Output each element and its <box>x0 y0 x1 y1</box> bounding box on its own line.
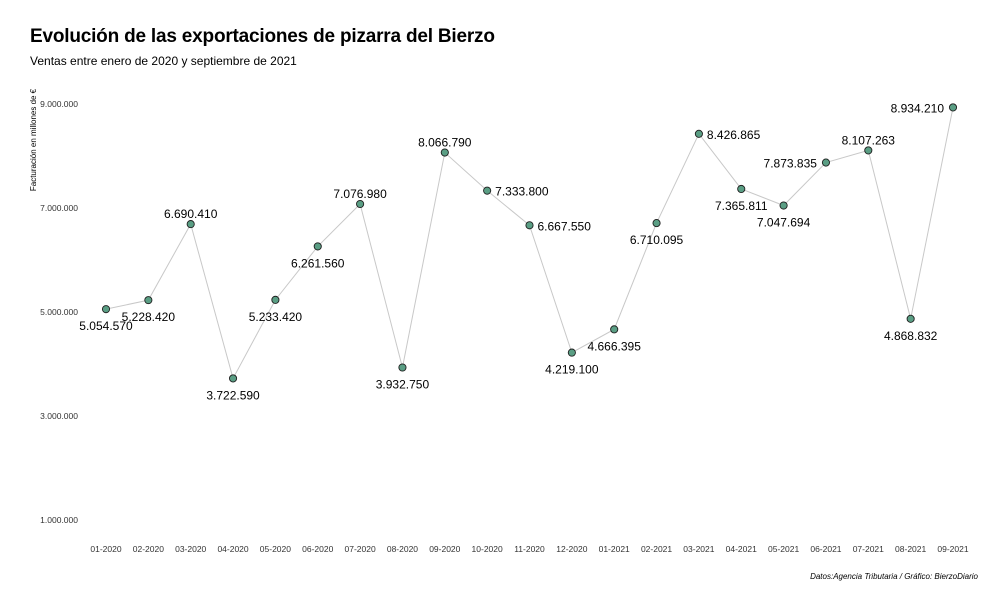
y-tick-label: 9.000.000 <box>40 99 78 109</box>
data-label: 8.934.210 <box>891 101 945 115</box>
data-point <box>356 199 365 209</box>
data-point <box>483 186 492 195</box>
x-tick-label: 06-2020 <box>302 544 333 554</box>
data-point <box>652 219 661 228</box>
x-tick-label: 04-2021 <box>726 544 757 554</box>
data-point <box>906 314 915 323</box>
y-tick-label: 1.000.000 <box>40 515 78 525</box>
data-point <box>525 221 534 230</box>
x-tick-label: 08-2020 <box>387 544 418 554</box>
x-tick-label: 09-2020 <box>429 544 460 554</box>
series-line-group <box>105 107 954 380</box>
data-label: 7.873.835 <box>764 157 818 171</box>
x-tick-label: 04-2020 <box>217 544 248 554</box>
chart-subtitle: Ventas entre enero de 2020 y septiembre … <box>30 54 297 68</box>
data-label: 5.233.420 <box>249 310 303 324</box>
data-label: 8.426.865 <box>707 128 761 142</box>
data-point <box>228 374 238 383</box>
x-tick-label: 10-2020 <box>472 544 503 554</box>
data-label: 8.107.263 <box>842 133 896 147</box>
data-label: 7.365.811 <box>715 199 768 213</box>
data-label: 8.066.790 <box>418 136 472 150</box>
y-axis-ticks: 1.000.000 3.000.000 5.000.000 7.000.000 9.00… <box>40 99 78 525</box>
y-axis-label: Facturación en millones de € <box>29 88 38 191</box>
series-line <box>105 107 954 380</box>
x-axis-ticks: 01-2020 02-2020 03-2020 04-2020 05-2020 06-20… <box>90 544 968 554</box>
data-point <box>144 296 153 305</box>
data-label: 4.868.832 <box>884 329 938 343</box>
data-point <box>440 148 449 157</box>
data-point <box>948 103 958 112</box>
x-tick-label: 03-2020 <box>175 544 206 554</box>
data-label: 7.076.980 <box>333 187 387 201</box>
x-tick-label: 12-2020 <box>556 544 587 554</box>
data-point <box>398 363 407 372</box>
data-label: 5.054.570 <box>79 319 133 333</box>
x-tick-label: 06-2021 <box>810 544 841 554</box>
data-label: 6.261.560 <box>291 256 345 270</box>
x-tick-label: 03-2021 <box>683 544 714 554</box>
data-label: 4.219.100 <box>545 363 599 377</box>
x-tick-label: 01-2021 <box>599 544 630 554</box>
x-tick-label: 02-2020 <box>133 544 164 554</box>
data-point <box>610 325 619 334</box>
data-point <box>864 146 873 155</box>
x-tick-label: 07-2021 <box>853 544 884 554</box>
data-point <box>737 184 746 194</box>
data-label: 6.710.095 <box>630 233 684 247</box>
y-tick-label: 3.000.000 <box>40 411 78 421</box>
chart-title: Evolución de las exportaciones de pizarr… <box>30 26 495 47</box>
data-label: 6.690.410 <box>164 207 218 221</box>
chart-caption: Datos:Agencia Tributaria / Gráfico: Bier… <box>810 572 978 581</box>
data-label: 7.333.800 <box>495 185 549 199</box>
data-label: 3.722.590 <box>206 388 260 402</box>
x-tick-label: 09-2021 <box>937 544 968 554</box>
data-point <box>313 242 322 251</box>
x-tick-label: 05-2020 <box>260 544 291 554</box>
data-point <box>694 129 703 138</box>
data-point <box>821 158 831 167</box>
x-tick-label: 01-2020 <box>90 544 121 554</box>
data-point <box>567 348 576 357</box>
data-points <box>101 103 958 383</box>
data-point <box>779 201 788 210</box>
x-tick-label: 11-2020 <box>514 544 545 554</box>
x-tick-label: 07-2020 <box>344 544 375 554</box>
data-point <box>101 305 111 314</box>
x-tick-label: 08-2021 <box>895 544 926 554</box>
data-label: 4.666.395 <box>588 339 642 353</box>
y-tick-label: 7.000.000 <box>40 203 78 213</box>
data-point <box>186 220 195 229</box>
data-label: 5.228.420 <box>122 310 176 324</box>
data-label: 3.932.750 <box>376 377 430 391</box>
data-point <box>271 295 280 304</box>
data-label: 7.047.694 <box>757 216 811 230</box>
x-tick-label: 05-2021 <box>768 544 799 554</box>
y-tick-label: 5.000.000 <box>40 307 78 317</box>
data-label: 6.667.550 <box>538 219 592 233</box>
x-tick-label: 02-2021 <box>641 544 672 554</box>
